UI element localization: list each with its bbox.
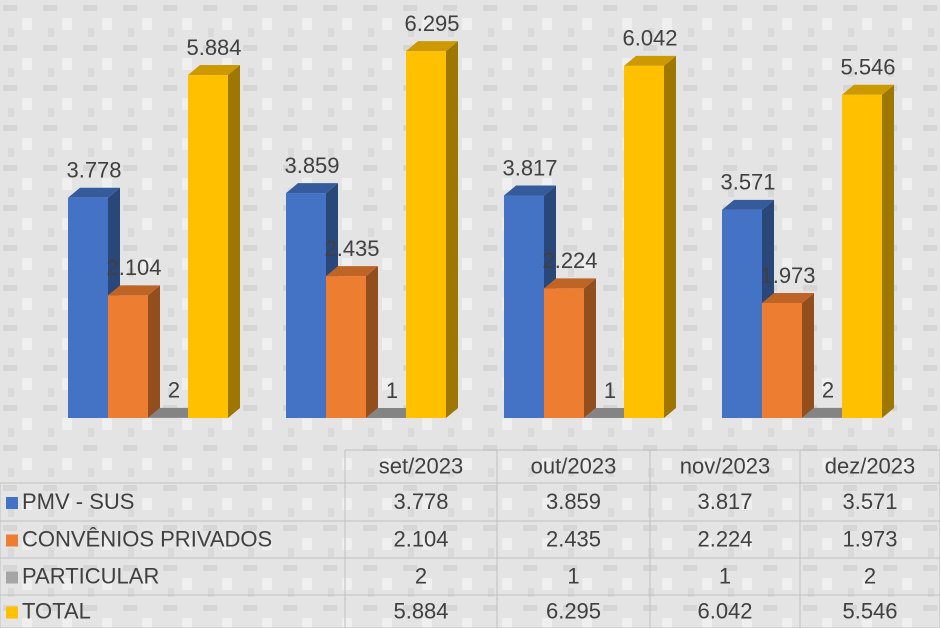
bar-top <box>68 187 120 198</box>
table-cell: 2.435 <box>546 526 601 551</box>
bar <box>108 295 148 418</box>
table-cell: 6.042 <box>697 598 752 623</box>
table-cell: 5.546 <box>842 598 897 623</box>
bar <box>406 51 446 418</box>
bar-top <box>286 183 338 194</box>
data-label: 2.104 <box>106 255 161 280</box>
bar-top <box>148 407 200 418</box>
data-label: 3.571 <box>720 170 775 195</box>
table-cell: 6.295 <box>546 598 601 623</box>
bar <box>722 209 762 418</box>
legend-label: TOTAL <box>22 598 91 623</box>
table-cell: 1 <box>567 563 579 588</box>
bar-top <box>544 278 596 289</box>
data-label: 3.778 <box>66 158 121 183</box>
data-label: 5.884 <box>186 35 241 60</box>
table-cell: 2.224 <box>697 526 752 551</box>
table-cell: 5.884 <box>393 598 448 623</box>
bar <box>544 288 584 418</box>
bar <box>68 197 108 418</box>
data-label: 5.546 <box>840 55 895 80</box>
bar-side <box>882 84 894 418</box>
bar-top <box>108 285 160 296</box>
legend-swatch <box>6 534 18 547</box>
data-label: 6.042 <box>622 26 677 51</box>
data-label: 3.817 <box>502 155 557 180</box>
bar-side <box>366 266 378 418</box>
legend-swatch <box>6 497 18 509</box>
bar-top <box>504 185 556 196</box>
legend-label: CONVÊNIOS PRIVADOS <box>22 526 272 551</box>
bar-top <box>188 65 240 76</box>
bar <box>762 303 802 418</box>
data-label: 2.435 <box>324 236 379 261</box>
bar <box>842 94 882 418</box>
bar-side <box>148 285 160 418</box>
legend-label: PMV - SUS <box>22 489 134 514</box>
bar-side <box>584 278 596 418</box>
table-header: nov/2023 <box>680 453 771 478</box>
bar-top <box>842 84 894 95</box>
legend-swatch <box>6 571 18 584</box>
table-cell: 3.817 <box>697 489 752 514</box>
table-header: out/2023 <box>531 453 617 478</box>
table-cell: 1 <box>719 563 731 588</box>
bar <box>188 75 228 418</box>
data-label: 2.224 <box>542 248 597 273</box>
bar <box>624 65 664 419</box>
bar-top <box>406 41 458 52</box>
bar-top <box>802 407 854 418</box>
bar-side <box>228 65 240 418</box>
table-header: dez/2023 <box>825 453 916 478</box>
bar-top <box>584 407 636 418</box>
data-label: 2 <box>168 378 180 403</box>
table-cell: 3.571 <box>842 489 897 514</box>
data-label: 1.973 <box>760 263 815 288</box>
bar-top <box>366 407 418 418</box>
bar-side <box>446 41 458 418</box>
table-cell: 3.859 <box>546 489 601 514</box>
bar-top <box>722 199 774 210</box>
bar-side <box>664 55 676 419</box>
data-label: 6.295 <box>404 11 459 36</box>
table-cell: 2 <box>415 563 427 588</box>
bar-side <box>802 293 814 418</box>
bar <box>326 276 366 418</box>
table-cell: 1.973 <box>842 526 897 551</box>
table-cell: 2 <box>864 563 876 588</box>
legend-swatch <box>6 606 18 619</box>
table-cell: 2.104 <box>393 526 448 551</box>
bar-top <box>762 293 814 304</box>
table-header: set/2023 <box>379 453 463 478</box>
bar <box>504 195 544 418</box>
data-label: 2 <box>822 378 834 403</box>
data-label: 3.859 <box>284 153 339 178</box>
data-label: 1 <box>604 378 616 403</box>
legend-label: PARTICULAR <box>22 563 159 588</box>
data-label: 1 <box>386 378 398 403</box>
bar-top <box>326 266 378 277</box>
table-cell: 3.778 <box>393 489 448 514</box>
bar <box>286 193 326 418</box>
bar-top <box>624 55 676 66</box>
